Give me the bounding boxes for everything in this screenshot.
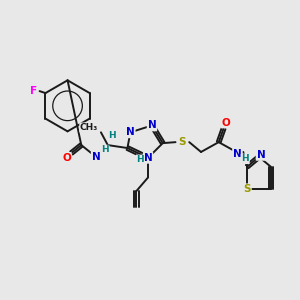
Text: H: H (108, 131, 116, 140)
Text: CH₃: CH₃ (80, 123, 98, 132)
Text: N: N (92, 152, 100, 162)
Text: N: N (144, 153, 152, 163)
Text: O: O (221, 118, 230, 128)
Text: O: O (62, 153, 71, 163)
Text: S: S (178, 137, 186, 147)
Text: N: N (233, 149, 242, 159)
Text: N: N (148, 121, 156, 130)
Text: H: H (136, 155, 144, 164)
Text: H: H (242, 154, 249, 163)
Text: F: F (30, 86, 37, 96)
Text: N: N (126, 127, 135, 137)
Text: N: N (256, 150, 265, 160)
Text: S: S (243, 184, 251, 194)
Text: H: H (101, 146, 109, 154)
